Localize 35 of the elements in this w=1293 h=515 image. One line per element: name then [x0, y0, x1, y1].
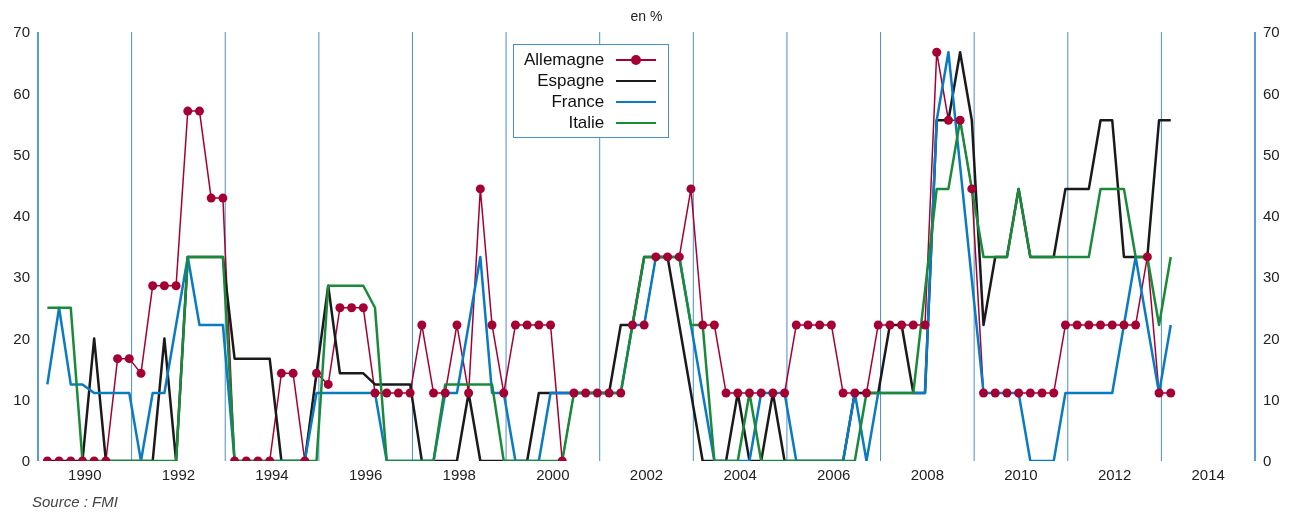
- x-tick-label: 2002: [629, 465, 664, 483]
- x-tick-label: 2000: [536, 465, 570, 483]
- y2-tick-label: 70: [1263, 23, 1280, 41]
- legend-label: Italie: [568, 112, 605, 133]
- y-tick-label: 20: [13, 329, 30, 347]
- y2-tick-label: 60: [1263, 84, 1280, 102]
- x-tick-label: 2014: [1191, 465, 1225, 483]
- y2-tick-label: 10: [1263, 391, 1280, 409]
- y2-tick-label: 30: [1263, 268, 1280, 286]
- x-tick-label: 2008: [910, 465, 945, 483]
- legend-label: Allemagne: [524, 49, 605, 70]
- y-tick-label: 50: [13, 145, 30, 163]
- y-tick-label: 40: [13, 207, 30, 225]
- x-tick-label: 1996: [348, 465, 383, 483]
- legend-label: Espagne: [537, 70, 605, 91]
- source-note: Source : FMI: [32, 493, 118, 510]
- y-tick-label: 0: [21, 452, 30, 470]
- x-tick-label: 2010: [1004, 465, 1038, 483]
- y-tick-label: 60: [13, 84, 30, 102]
- y2-tick-label: 0: [1263, 452, 1272, 470]
- x-tick-label: 2006: [817, 465, 851, 483]
- x-tick-label: 1998: [442, 465, 476, 483]
- x-tick-label: 1992: [161, 465, 196, 483]
- chart-subtitle: en %: [629, 8, 664, 24]
- x-tick-label: 1994: [255, 465, 289, 483]
- y-tick-label: 10: [13, 391, 30, 409]
- y2-tick-label: 40: [1263, 207, 1280, 225]
- y2-tick-label: 50: [1263, 145, 1280, 163]
- y-tick-label: 30: [13, 268, 30, 286]
- y-tick-label: 70: [13, 23, 30, 41]
- x-tick-label: 1990: [68, 465, 102, 483]
- x-tick-label: 2004: [723, 465, 757, 483]
- x-tick-label: 2012: [1097, 465, 1132, 483]
- y2-tick-label: 20: [1263, 329, 1280, 347]
- legend-label: France: [551, 91, 605, 112]
